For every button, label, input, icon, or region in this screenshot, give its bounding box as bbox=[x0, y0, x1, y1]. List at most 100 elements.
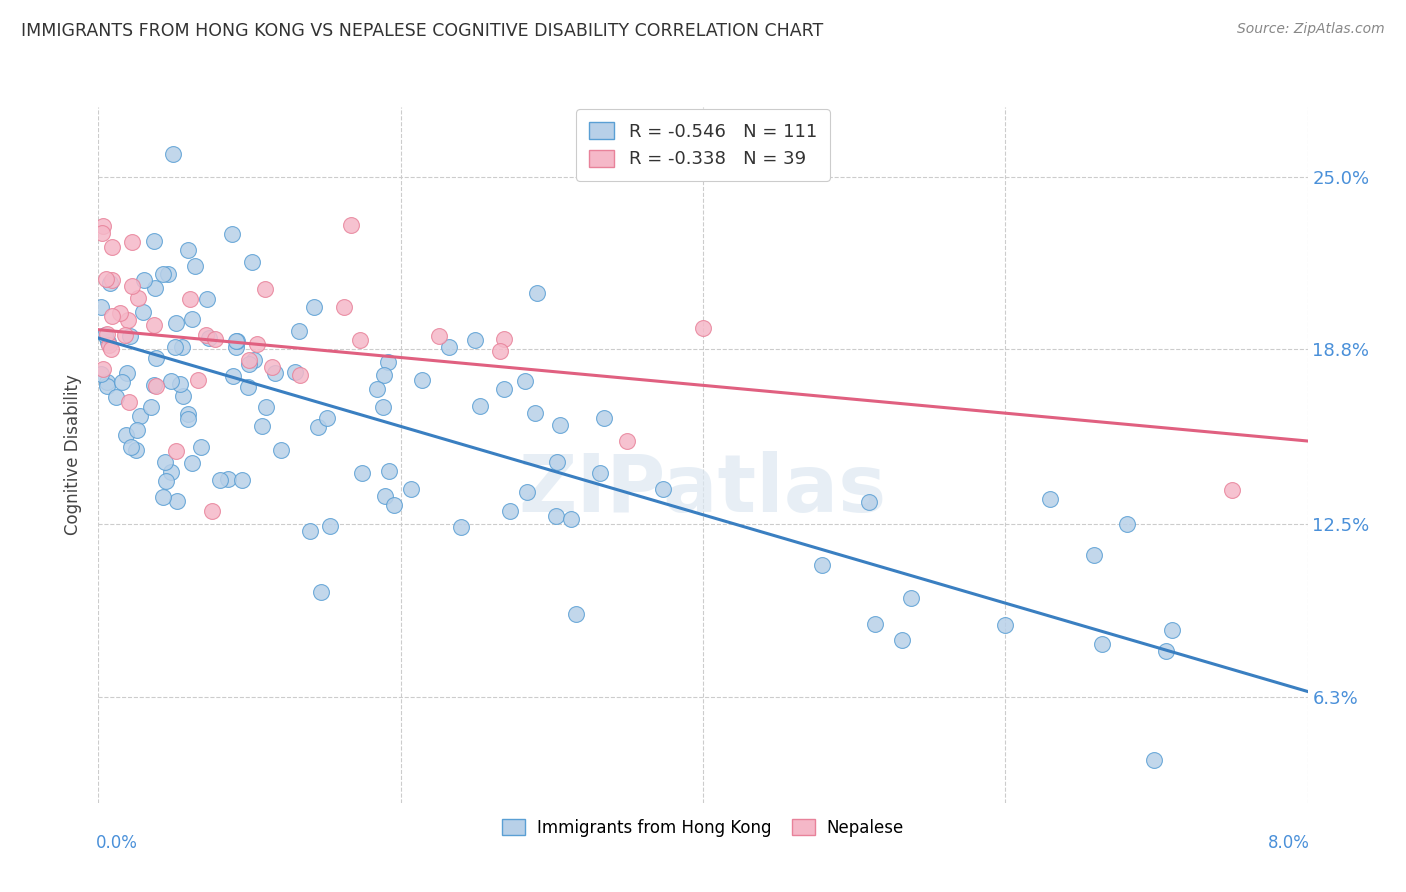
Point bbox=[593, 411, 616, 425]
Point bbox=[115, 427, 138, 442]
Point bbox=[145, 351, 167, 365]
Point bbox=[450, 520, 472, 534]
Point bbox=[217, 472, 239, 486]
Point bbox=[132, 273, 155, 287]
Point bbox=[516, 484, 538, 499]
Point bbox=[890, 633, 912, 648]
Point bbox=[94, 328, 117, 343]
Point bbox=[125, 442, 148, 457]
Point bbox=[236, 380, 259, 394]
Point bbox=[96, 327, 118, 342]
Point bbox=[288, 324, 311, 338]
Point bbox=[319, 518, 342, 533]
Point bbox=[290, 368, 312, 382]
Point bbox=[152, 490, 174, 504]
Point bbox=[100, 342, 122, 356]
Point bbox=[169, 377, 191, 392]
Point bbox=[1091, 637, 1114, 651]
Point bbox=[166, 494, 188, 508]
Point bbox=[464, 333, 486, 347]
Point bbox=[100, 309, 122, 323]
Point bbox=[94, 271, 117, 285]
Point bbox=[371, 401, 394, 415]
Point bbox=[652, 482, 675, 496]
Point bbox=[117, 395, 139, 409]
Point bbox=[468, 399, 491, 413]
Point bbox=[96, 379, 118, 393]
Point bbox=[143, 281, 166, 295]
Point bbox=[524, 406, 547, 420]
Point bbox=[204, 332, 226, 346]
Point bbox=[201, 503, 224, 517]
Point bbox=[139, 400, 162, 414]
Point bbox=[160, 374, 183, 388]
Point bbox=[240, 255, 263, 269]
Point bbox=[264, 366, 287, 380]
Point bbox=[97, 334, 120, 349]
Point bbox=[250, 418, 273, 433]
Text: 0.0%: 0.0% bbox=[96, 834, 138, 852]
Point bbox=[399, 482, 422, 496]
Text: IMMIGRANTS FROM HONG KONG VS NEPALESE COGNITIVE DISABILITY CORRELATION CHART: IMMIGRANTS FROM HONG KONG VS NEPALESE CO… bbox=[21, 22, 824, 40]
Point bbox=[143, 378, 166, 392]
Point bbox=[315, 411, 337, 425]
Point bbox=[177, 412, 200, 426]
Point bbox=[377, 354, 399, 368]
Point bbox=[90, 300, 112, 314]
Point bbox=[183, 259, 205, 273]
Point bbox=[190, 440, 212, 454]
Point bbox=[254, 400, 277, 414]
Point bbox=[238, 353, 260, 368]
Point bbox=[96, 376, 118, 390]
Point bbox=[98, 338, 121, 352]
Point bbox=[616, 434, 638, 448]
Point bbox=[90, 226, 112, 240]
Point bbox=[90, 367, 112, 381]
Point bbox=[145, 378, 167, 392]
Point bbox=[172, 388, 194, 402]
Point bbox=[589, 466, 612, 480]
Point bbox=[411, 373, 433, 387]
Point bbox=[863, 617, 886, 632]
Point bbox=[900, 591, 922, 605]
Point bbox=[143, 318, 166, 332]
Point bbox=[181, 311, 204, 326]
Point bbox=[492, 332, 515, 346]
Point bbox=[243, 352, 266, 367]
Text: ZIPatlas: ZIPatlas bbox=[519, 450, 887, 529]
Point bbox=[544, 509, 567, 524]
Point bbox=[127, 423, 149, 437]
Point bbox=[1115, 517, 1137, 532]
Point bbox=[155, 474, 177, 488]
Point bbox=[245, 337, 267, 351]
Point bbox=[108, 306, 131, 320]
Point bbox=[309, 584, 332, 599]
Point bbox=[221, 227, 243, 242]
Point bbox=[165, 316, 187, 330]
Point bbox=[152, 267, 174, 281]
Point bbox=[120, 329, 142, 343]
Point bbox=[333, 301, 356, 315]
Point bbox=[270, 442, 292, 457]
Point bbox=[238, 357, 260, 371]
Point bbox=[373, 368, 395, 383]
Point bbox=[157, 267, 180, 281]
Point bbox=[104, 390, 127, 404]
Point bbox=[114, 327, 136, 342]
Point bbox=[427, 329, 450, 343]
Point bbox=[132, 305, 155, 319]
Point bbox=[307, 419, 329, 434]
Point bbox=[117, 312, 139, 326]
Point bbox=[1039, 491, 1062, 506]
Point bbox=[225, 340, 247, 354]
Point bbox=[226, 334, 249, 348]
Text: 8.0%: 8.0% bbox=[1268, 834, 1310, 852]
Point bbox=[352, 467, 374, 481]
Point bbox=[489, 344, 512, 359]
Point bbox=[172, 340, 194, 354]
Text: Source: ZipAtlas.com: Source: ZipAtlas.com bbox=[1237, 22, 1385, 37]
Point bbox=[262, 360, 284, 375]
Point bbox=[1083, 548, 1105, 562]
Point bbox=[378, 464, 401, 478]
Point bbox=[128, 409, 150, 424]
